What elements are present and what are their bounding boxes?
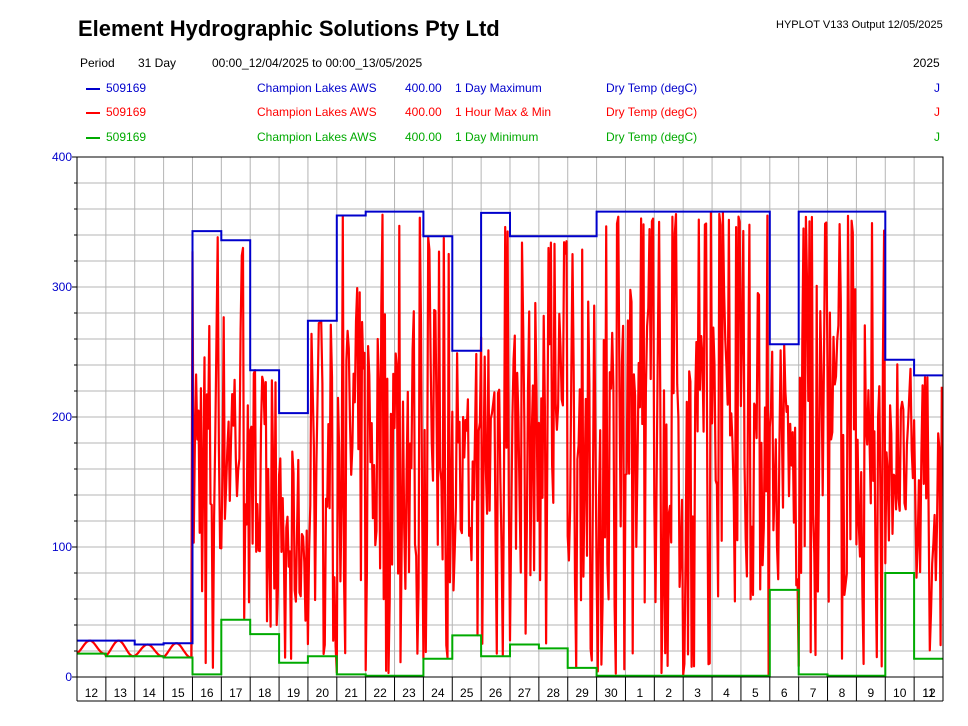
x-tick-label: 15: [171, 686, 185, 700]
series-step-line: [77, 210, 943, 646]
x-tick-label: 9: [867, 686, 874, 700]
legend-site: 509169: [106, 130, 147, 144]
period-value: 31 Day: [138, 56, 177, 70]
x-tick-label: 23: [402, 686, 416, 700]
x-tick-label: 17: [229, 686, 243, 700]
x-tick-label: 16: [200, 686, 214, 700]
x-tick-label: 4: [723, 686, 730, 700]
x-tick-label: 19: [287, 686, 301, 700]
x-tick-label: 13: [114, 686, 128, 700]
legend-flag: J: [934, 130, 940, 144]
period-row: Period 31 Day 00:00_12/04/2025 to 00:00_13…: [80, 56, 422, 70]
legend-entry: 509169 Champion Lakes AWS 400.00 1 Day M…: [80, 130, 950, 146]
legend-desc: 1 Hour Max & Min: [455, 105, 552, 119]
x-tick-label: 2: [665, 686, 672, 700]
x-tick-label: 26: [489, 686, 503, 700]
legend-flag: J: [934, 105, 940, 119]
y-tick-label: 300: [52, 280, 72, 294]
legend-name: Champion Lakes AWS: [257, 130, 377, 144]
x-tick-label: 21: [345, 686, 359, 700]
x-tick-label: 30: [604, 686, 618, 700]
x-tick-label: 25: [460, 686, 474, 700]
y-tick-label: 200: [52, 410, 72, 424]
x-tick-label: 8: [839, 686, 846, 700]
legend-flag: J: [934, 81, 940, 95]
x-tick-label: 3: [694, 686, 701, 700]
x-tick-label: 29: [575, 686, 589, 700]
x-tick-label: 1: [637, 686, 644, 700]
legend-variable: Dry Temp (degC): [606, 81, 698, 95]
legend-entry: 509169 Champion Lakes AWS 400.00 1 Day M…: [80, 81, 950, 97]
x-tick-label: 28: [547, 686, 561, 700]
legend-name: Champion Lakes AWS: [257, 81, 377, 95]
period-range: 00:00_12/04/2025 to 00:00_13/05/2025: [212, 56, 423, 70]
program-version-label: HYPLOT V133 Output 12/05/2025: [776, 19, 943, 31]
x-tick-label: 24: [431, 686, 445, 700]
x-tick-label: 5: [752, 686, 759, 700]
x-tick-label: 20: [316, 686, 330, 700]
x-tick-label: 10: [893, 686, 907, 700]
legend-desc: 1 Day Maximum: [455, 81, 542, 95]
y-tick-label: 0: [65, 670, 72, 684]
legend-swatch: [86, 88, 100, 90]
series-step-line: [77, 572, 943, 677]
x-tick-label: 12: [85, 686, 99, 700]
legend-variable: Dry Temp (degC): [606, 105, 698, 119]
x-tick-label: 22: [373, 686, 387, 700]
page-title: Element Hydrographic Solutions Pty Ltd: [78, 16, 500, 41]
x-tick-label: 18: [258, 686, 272, 700]
x-tick-label: 27: [518, 686, 532, 700]
legend-varnum: 400.00: [405, 81, 442, 95]
x-tick-label: 14: [142, 686, 156, 700]
year-label: 2025: [913, 56, 940, 70]
y-tick-label: 400: [52, 150, 72, 164]
period-label: Period: [80, 56, 115, 70]
legend-varnum: 400.00: [405, 130, 442, 144]
series-1-day-maximum: [77, 210, 943, 646]
x-tick-label: 6: [781, 686, 788, 700]
legend-name: Champion Lakes AWS: [257, 105, 377, 119]
legend-site: 509169: [106, 105, 147, 119]
legend-swatch: [86, 112, 100, 114]
legend-varnum: 400.00: [405, 105, 442, 119]
x-tick-label: 11: [922, 686, 935, 700]
series-1-day-minimum: [77, 572, 943, 677]
legend-swatch: [86, 137, 100, 139]
legend-variable: Dry Temp (degC): [606, 130, 698, 144]
legend-entry: 509169 Champion Lakes AWS 400.00 1 Hour …: [80, 105, 950, 121]
legend-site: 509169: [106, 81, 147, 95]
x-tick-label: 12: [922, 686, 936, 700]
y-tick-label: 100: [52, 540, 72, 554]
legend-desc: 1 Day Minimum: [455, 130, 539, 144]
x-tick-label: 7: [810, 686, 817, 700]
